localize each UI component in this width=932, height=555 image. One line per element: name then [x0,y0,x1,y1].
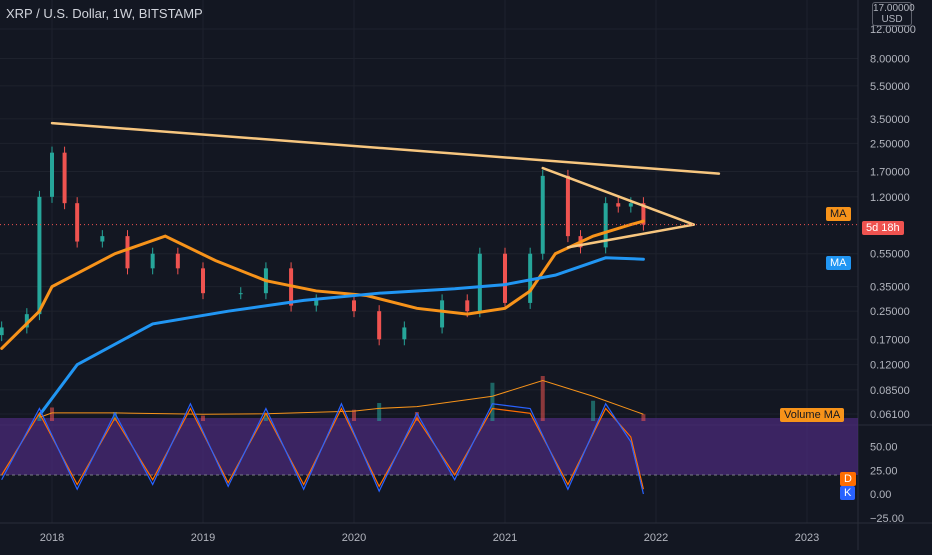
volume-bar [352,409,356,421]
stoch-k-tag: K [840,486,856,500]
price-tick-label: 0.06100 [870,409,910,421]
candle-body [477,253,482,312]
triangle-upper-line [541,166,695,226]
candle-body [528,253,533,303]
volume-bar [540,376,545,421]
currency-tag: 17.00000 USD [872,2,915,26]
candle-body [465,300,470,312]
candle-body [37,196,42,315]
stoch-tick-label: −25.00 [870,513,904,525]
candle-body [540,175,545,254]
candle-body [125,236,130,269]
volume-bar [591,400,596,421]
stoch-k-line [1,402,645,495]
chart-title: XRP / U.S. Dollar, 1W, BITSTAMP [6,6,203,21]
trendline [50,121,721,175]
volume-ma-tag: Volume MA [780,408,845,422]
candle-body [603,203,608,248]
volume-bar [37,414,42,421]
volume-bar [490,382,495,421]
candle-body [201,268,205,294]
ma-slow-line [37,256,645,417]
volume-bar [414,412,419,421]
price-tick-label: 8.00000 [870,54,910,66]
stoch-tick-label: 25.00 [870,465,898,477]
price-tick-label: 0.35000 [870,282,910,294]
candle-body [238,293,243,295]
candle-body [503,253,507,303]
time-tick-label: 2021 [493,532,517,544]
candle-body [616,203,621,207]
volume-bar [201,415,205,421]
candle-body [24,314,29,328]
time-tick-label: 2019 [191,532,215,544]
volume-bar [641,414,646,421]
ma-fast-tag: MA [826,207,851,221]
candle-body [50,152,54,197]
triangle-lower-line [566,223,695,249]
candle-body [0,327,4,336]
candle-body [352,300,356,312]
price-tick-label: 12.00000 [870,24,916,36]
price-tick-label: 5.50000 [870,81,910,93]
price-tick-label: 2.50000 [870,138,910,150]
price-tick-label: 0.55000 [870,249,910,261]
candle-body [175,253,180,269]
price-tick-label: 1.20000 [870,192,910,204]
candle-body [150,253,155,269]
time-tick-label: 2022 [644,532,668,544]
stoch-d-line [1,407,645,490]
price-tick-label: 0.25000 [870,306,910,318]
candle-body [62,152,67,204]
time-tick-label: 2020 [342,532,366,544]
countdown-tag: 5d 18h [862,221,904,235]
price-tick-label: 0.17000 [870,334,910,346]
candle-body [628,203,633,207]
price-tick-label: 0.12000 [870,360,910,372]
ma-slow-tag: MA [826,256,851,270]
stoch-tick-label: 0.00 [870,489,891,501]
stoch-band [0,418,858,475]
price-tick-label: 3.50000 [870,114,910,126]
candle-body [377,311,382,340]
candle-body [402,327,407,340]
candle-body [641,203,646,225]
volume-bar [377,403,382,421]
volume-ma-line [39,379,644,418]
price-tick-label: 1.70000 [870,166,910,178]
stoch-d-tag: D [840,472,856,486]
stoch-tick-label: 50.00 [870,442,898,454]
price-tick-label: 0.08500 [870,385,910,397]
candle-body [314,300,319,306]
time-tick-label: 2018 [40,532,64,544]
volume-bar [263,414,268,421]
volume-bar [112,412,117,421]
candle-body [75,203,80,242]
time-tick-label: 2023 [795,532,819,544]
volume-bar [50,407,54,421]
candle-body [565,175,570,237]
candle-body [440,300,445,328]
candle-body [100,236,105,242]
